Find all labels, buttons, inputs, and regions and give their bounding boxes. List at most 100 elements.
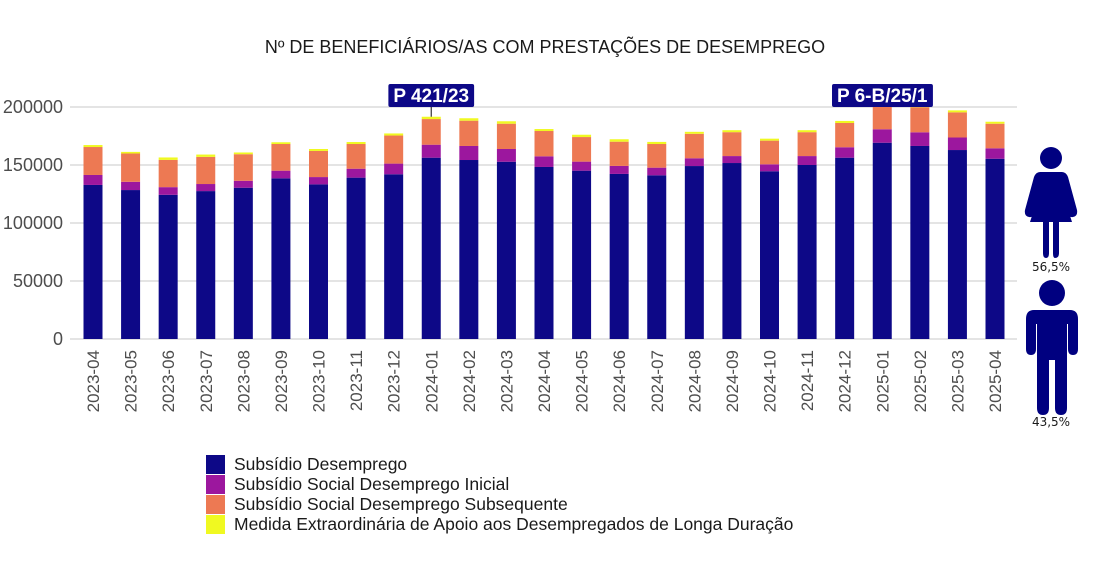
bar-segment-0: [421, 157, 441, 339]
x-tick-label: 2025-02: [911, 350, 930, 412]
bar-segment-0: [797, 165, 817, 339]
bar-segment-3: [421, 116, 441, 120]
bar-segment-3: [572, 134, 592, 138]
bar-segment-0: [835, 157, 855, 339]
bar-segment-0: [459, 160, 479, 339]
bar-segment-2: [421, 119, 441, 145]
y-axis-ticks: 0 50000 100000 150000 200000: [3, 97, 63, 349]
bar-segment-3: [684, 131, 704, 134]
bar-segment-1: [722, 156, 742, 164]
x-tick-label: 2024-04: [535, 350, 554, 412]
bar-stack-2024-02: [459, 118, 479, 339]
bar-segment-1: [121, 181, 141, 191]
x-tick-label: 2025-01: [873, 350, 892, 412]
bar-segment-1: [609, 165, 629, 174]
bar-segment-3: [835, 120, 855, 124]
x-tick-label: 2023-11: [347, 350, 366, 411]
bar-segment-2: [346, 144, 366, 169]
x-tick-label: 2023-07: [197, 350, 216, 412]
bar-segment-0: [760, 171, 779, 339]
bar-segment-0: [722, 163, 742, 339]
bar-segment-3: [158, 157, 178, 160]
bar-segment-2: [196, 156, 216, 185]
female-percentage: 56,5%: [1032, 260, 1070, 274]
bar-segment-0: [985, 158, 1005, 339]
bar-stack-2023-05: [121, 151, 141, 339]
bar-segment-0: [647, 175, 667, 339]
bar-segment-2: [572, 137, 592, 162]
male-percentage: 43,5%: [1032, 415, 1070, 429]
legend-label: Subsídio Social Desemprego Subsequente: [234, 494, 568, 514]
bar-segment-1: [271, 170, 291, 179]
bar-segment-0: [496, 161, 516, 339]
bar-segment-1: [309, 177, 328, 185]
bar-segment-1: [684, 158, 704, 167]
bar-stack-2024-05: [572, 134, 592, 339]
x-tick-label: 2024-11: [798, 350, 817, 411]
bar-segment-1: [496, 148, 516, 162]
x-tick-label: 2025-04: [986, 350, 1005, 412]
y-tick-label: 150000: [3, 155, 63, 175]
annotation-label: P 421/23: [393, 86, 469, 107]
bar-segment-1: [196, 184, 216, 192]
bar-segment-3: [647, 141, 667, 145]
legend-label: Subsídio Desemprego: [234, 454, 408, 474]
bar-segment-3: [233, 152, 253, 155]
bar-segment-1: [910, 132, 930, 146]
bar-segment-0: [910, 145, 930, 339]
legend-item-ssd-inicial: Subsídio Social Desemprego Inicial: [206, 474, 793, 494]
x-tick-label: 2023-08: [234, 350, 253, 412]
y-tick-label: 100000: [3, 213, 63, 233]
bar-segment-0: [83, 184, 103, 339]
bar-segment-2: [121, 153, 141, 182]
x-tick-label: 2025-03: [948, 350, 967, 412]
bar-stack-2025-03: [947, 110, 967, 339]
bar-segment-0: [271, 178, 291, 339]
bar-segment-3: [609, 139, 629, 142]
bar-segment-1: [421, 144, 441, 158]
x-tick-label: 2024-03: [497, 350, 516, 412]
bar-segment-2: [684, 133, 704, 159]
legend-swatch: [206, 474, 225, 494]
bars: [83, 103, 1005, 339]
annotation-box: [832, 84, 933, 107]
bar-segment-3: [760, 138, 779, 141]
bar-stack-2023-06: [158, 157, 178, 339]
female-figure-icon: [1024, 147, 1078, 258]
bar-segment-0: [309, 184, 328, 339]
legend-label: Subsídio Social Desemprego Inicial: [234, 474, 510, 494]
bar-segment-0: [346, 177, 366, 339]
legend: Subsídio Desemprego Subsídio Social Dese…: [206, 454, 793, 534]
bar-stack-2024-06: [609, 139, 629, 339]
bar-segment-2: [647, 144, 667, 168]
x-tick-label: 2024-12: [836, 350, 855, 412]
bar-segment-1: [760, 164, 779, 172]
legend-item-medida-extraordinaria: Medida Extraordinária de Apoio aos Desem…: [206, 514, 793, 534]
legend-swatch: [206, 514, 225, 534]
legend-swatch: [206, 494, 225, 514]
x-tick-label: 2024-06: [610, 350, 629, 412]
bar-segment-1: [384, 163, 404, 175]
bar-segment-3: [196, 154, 216, 157]
x-axis-ticks: 2023-04 2023-05 2023-06 2023-07 2023-08 2023-…: [84, 350, 1005, 412]
bar-segment-2: [722, 132, 742, 157]
y-tick-label: 200000: [3, 97, 63, 117]
bar-segment-1: [797, 156, 817, 165]
bar-segment-3: [384, 133, 404, 136]
bar-segment-1: [947, 137, 967, 151]
annotation-0: P 421/23: [388, 84, 475, 117]
bar-segment-3: [346, 142, 366, 145]
bar-segment-2: [835, 123, 855, 148]
bar-segment-3: [271, 142, 291, 145]
male-figure-icon: [1026, 280, 1078, 415]
x-tick-label: 2024-01: [422, 350, 441, 412]
bar-segment-2: [609, 141, 629, 166]
bar-segment-1: [872, 129, 892, 143]
bar-segment-2: [83, 147, 103, 175]
bar-segment-0: [196, 191, 216, 339]
y-tick-label: 0: [53, 329, 63, 349]
bar-stack-2025-02: [910, 105, 930, 339]
bar-stack-2023-07: [196, 154, 216, 339]
bar-segment-1: [985, 148, 1005, 159]
